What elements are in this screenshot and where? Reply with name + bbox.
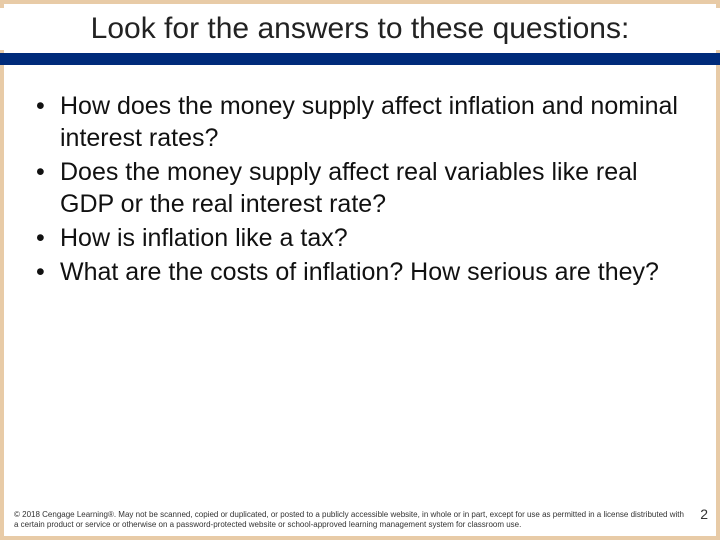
page-number: 2 xyxy=(700,506,708,522)
bullet-item: How is inflation like a tax? xyxy=(36,222,684,254)
slide-title: Look for the answers to these questions: xyxy=(0,8,720,50)
copyright-footer: © 2018 Cengage Learning®. May not be sca… xyxy=(14,510,686,530)
bullet-list: How does the money supply affect inflati… xyxy=(36,90,684,290)
title-accent-band xyxy=(0,53,720,65)
bullet-item: How does the money supply affect inflati… xyxy=(36,90,684,154)
bullet-item: Does the money supply affect real variab… xyxy=(36,156,684,220)
bullet-item: What are the costs of inflation? How ser… xyxy=(36,256,684,288)
